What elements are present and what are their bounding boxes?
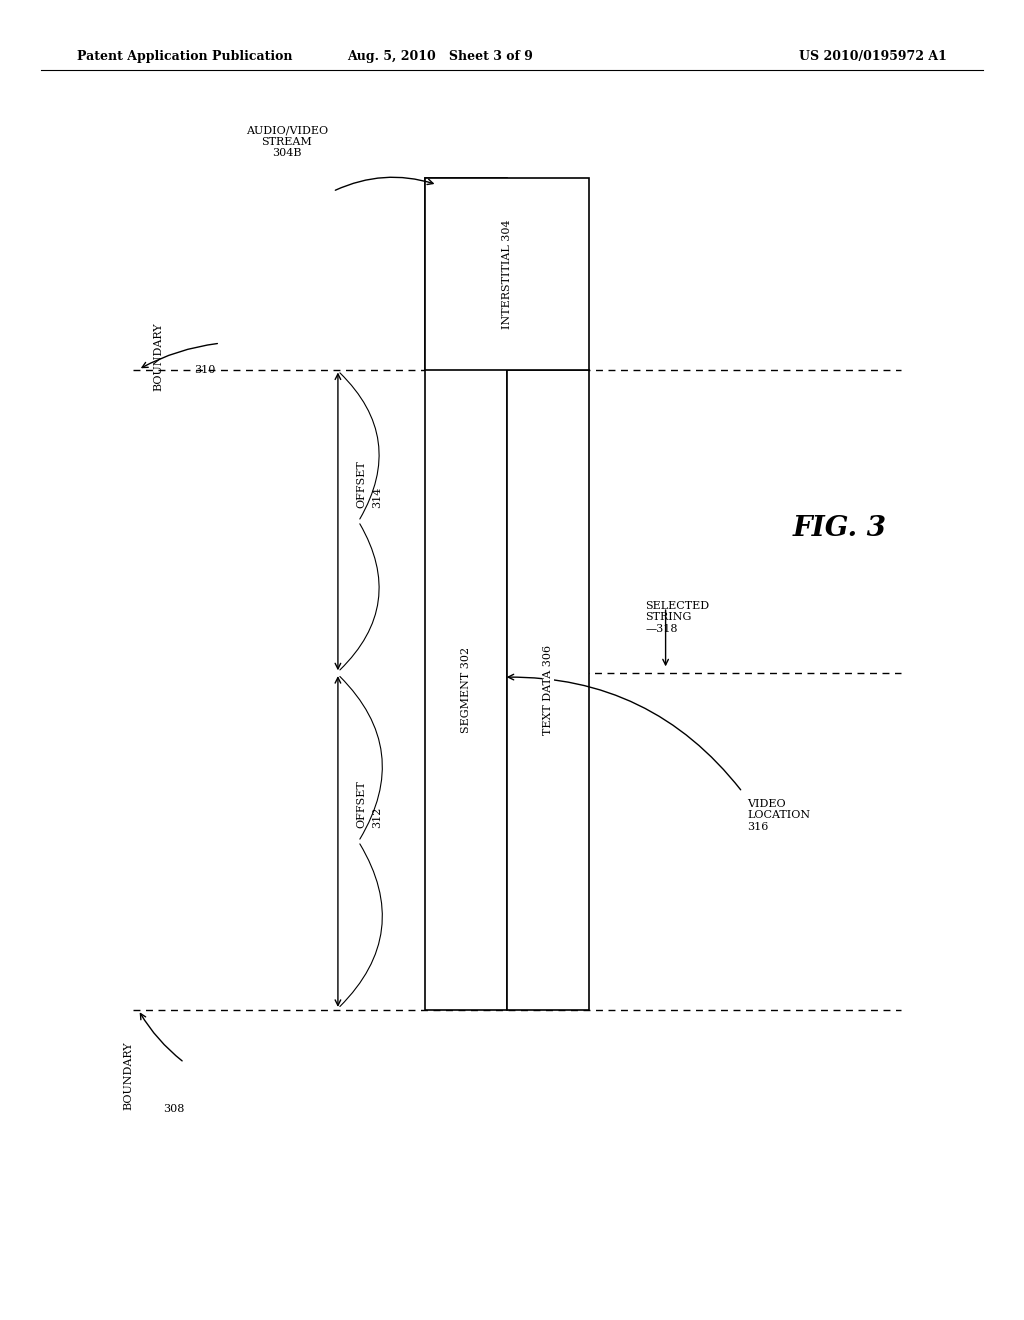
Text: 312: 312 <box>372 807 382 829</box>
Text: Aug. 5, 2010   Sheet 3 of 9: Aug. 5, 2010 Sheet 3 of 9 <box>347 50 534 63</box>
Text: SELECTED
STRING
—318: SELECTED STRING —318 <box>645 601 710 634</box>
Text: BOUNDARY: BOUNDARY <box>123 1041 133 1110</box>
Text: Patent Application Publication: Patent Application Publication <box>77 50 292 63</box>
Text: 308: 308 <box>164 1104 184 1114</box>
Text: SEGMENT 302: SEGMENT 302 <box>461 647 471 733</box>
Text: TEXT DATA 306: TEXT DATA 306 <box>543 644 553 735</box>
Bar <box>507 370 589 1010</box>
Text: BOUNDARY: BOUNDARY <box>154 322 164 391</box>
Text: FIG. 3: FIG. 3 <box>793 515 887 541</box>
Text: 314: 314 <box>372 487 382 508</box>
Bar <box>425 178 507 1010</box>
Text: INTERSTITIAL 304: INTERSTITIAL 304 <box>502 219 512 329</box>
Text: VIDEO
LOCATION
316: VIDEO LOCATION 316 <box>748 799 811 832</box>
Text: OFFSET: OFFSET <box>356 461 367 508</box>
Text: OFFSET: OFFSET <box>356 780 367 829</box>
Text: US 2010/0195972 A1: US 2010/0195972 A1 <box>800 50 947 63</box>
Bar <box>425 178 589 370</box>
Text: AUDIO/VIDEO
STREAM
304B: AUDIO/VIDEO STREAM 304B <box>246 125 328 158</box>
Text: 310: 310 <box>195 364 215 375</box>
